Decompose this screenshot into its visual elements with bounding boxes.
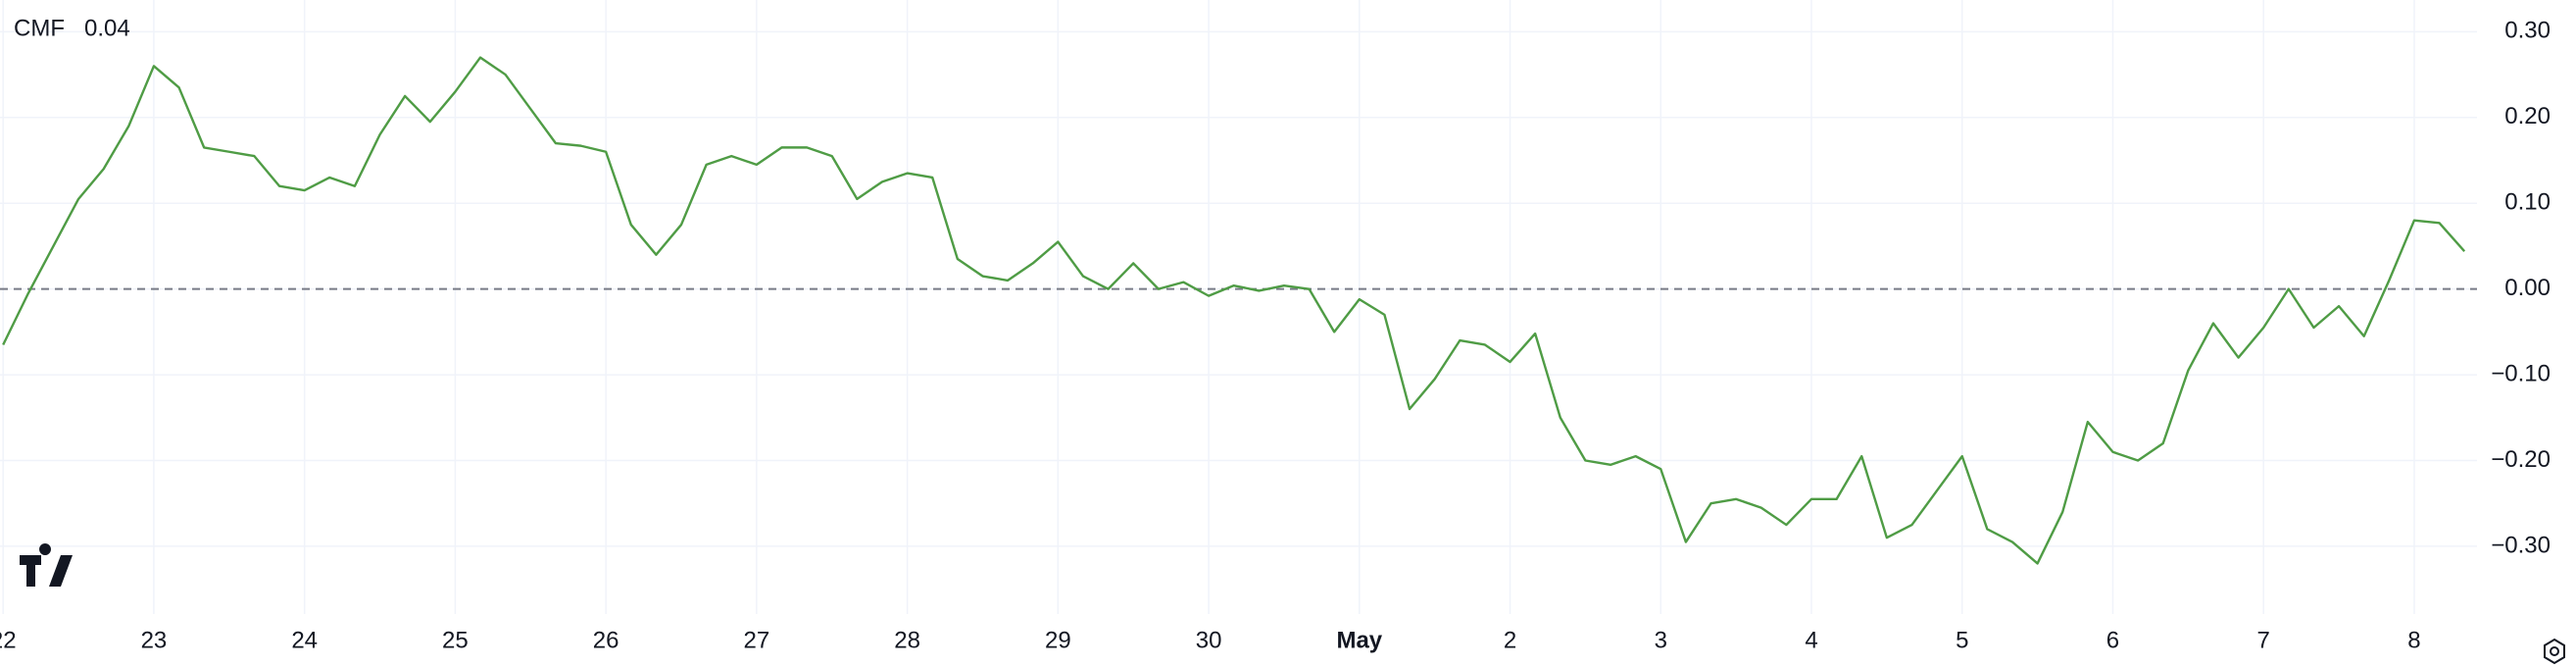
x-tick-label: 22 [0,627,17,653]
indicator-name: CMF [14,15,65,41]
x-tick-label: May [1336,627,1382,653]
y-tick-label: 0.10 [2504,189,2551,216]
x-tick-label: 7 [2257,627,2270,653]
x-tick-label: 4 [1805,627,1817,653]
settings-icon[interactable] [2544,638,2565,665]
logo [20,543,73,587]
y-tick-label: −0.30 [2491,532,2551,558]
indicator-value: 0.04 [84,15,130,41]
x-tick-label: 24 [291,627,318,653]
cmf-line [2,56,2466,565]
x-tick-label: 5 [1956,627,1968,653]
y-tick-label: 0.20 [2504,103,2551,129]
x-tick-label: 30 [1196,627,1222,653]
x-tick-label: 27 [744,627,770,653]
x-tick-label: 23 [141,627,168,653]
x-tick-label: 8 [2407,627,2420,653]
x-tick-label: 25 [442,627,469,653]
x-tick-label: 6 [2106,627,2119,653]
y-tick-label: −0.20 [2491,446,2551,473]
x-tick-label: 26 [593,627,619,653]
x-tick-label: 28 [894,627,920,653]
y-tick-label: 0.30 [2504,18,2551,44]
x-tick-label: 29 [1045,627,1071,653]
grid [0,0,2477,614]
y-tick-label: 0.00 [2504,275,2551,301]
y-tick-label: −0.10 [2491,360,2551,386]
x-tick-label: 2 [1504,627,1516,653]
x-tick-label: 3 [1655,627,1667,653]
